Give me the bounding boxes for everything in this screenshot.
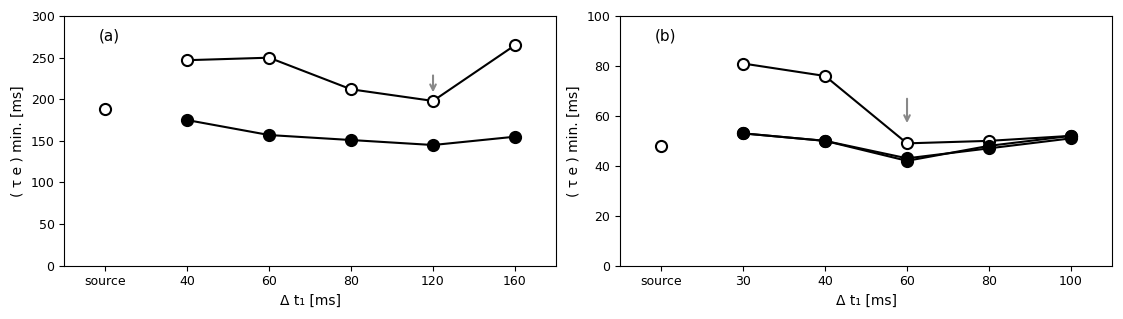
Y-axis label: ( τ e ) min. [ms]: ( τ e ) min. [ms]: [11, 85, 25, 197]
Text: (a): (a): [99, 29, 120, 44]
Y-axis label: ( τ e ) min. [ms]: ( τ e ) min. [ms]: [567, 85, 581, 197]
X-axis label: Δ t₁ [ms]: Δ t₁ [ms]: [836, 294, 896, 308]
X-axis label: Δ t₁ [ms]: Δ t₁ [ms]: [280, 294, 340, 308]
Text: (b): (b): [655, 29, 676, 44]
